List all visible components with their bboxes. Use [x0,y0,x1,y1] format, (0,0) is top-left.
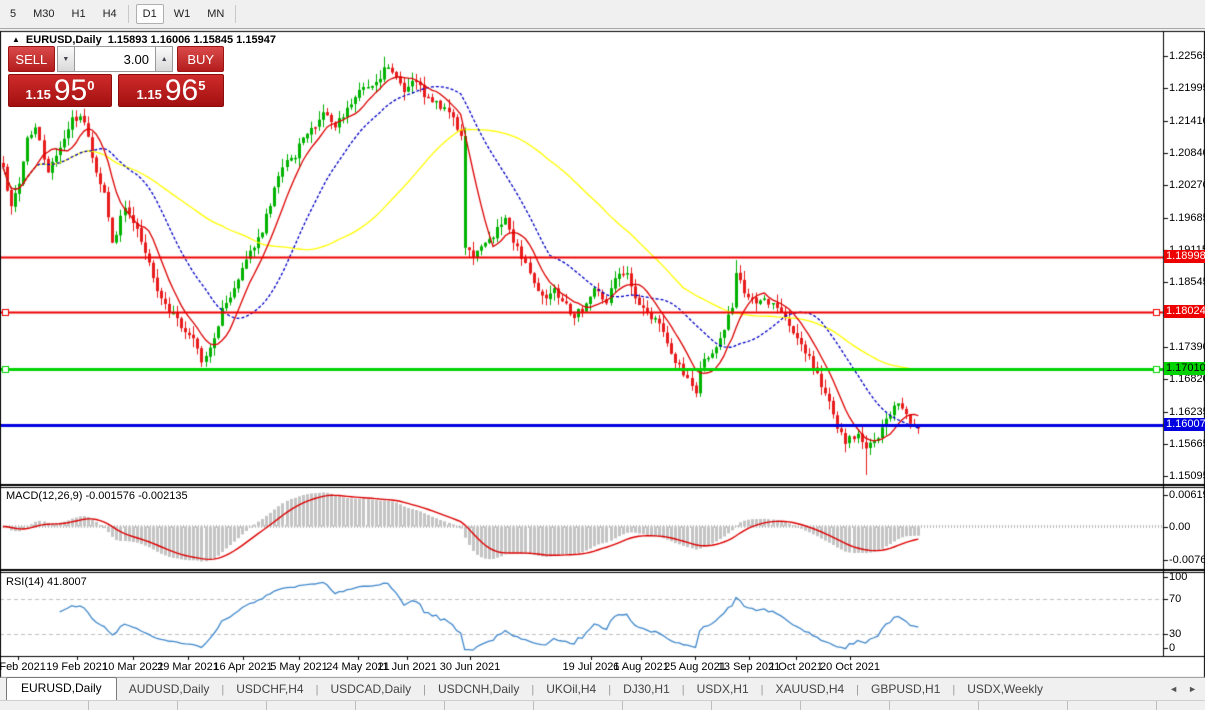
date-axis-label: 19 Feb 2021 [46,661,108,673]
rsi-indicator-label: RSI(14) 41.8007 [6,576,87,588]
chart-tab-usdchf[interactable]: USDCHF,H4 [236,682,304,696]
price-line-label-1.18998[interactable]: 1.18998 [1164,249,1205,263]
date-axis-label: 6 Aug 2021 [613,661,669,673]
price-axis-tick-label: 1.16235 [1169,406,1205,419]
chart-tab-xauusd[interactable]: XAUUSD,H4 [775,682,845,696]
price-axis-tick-label: 1.16820 [1169,373,1205,386]
sell-price-small: 1.15 [25,87,51,102]
price-axis-tick-label: 1.21410 [1169,115,1205,128]
buy-button[interactable]: BUY [177,46,225,72]
rsi-axis-label: 100 [1169,571,1188,583]
date-axis-label: 20 Oct 2021 [820,661,880,673]
lot-size-input[interactable]: 3.00 [75,46,155,72]
sell-price-display[interactable]: 1.15 95 0 [8,74,112,107]
toolbar-separator [127,5,129,23]
lot-decrease-button[interactable]: ▼ [56,46,76,72]
price-axis-tick-label: 1.20840 [1169,147,1205,160]
date-axis-label: 1 Feb 2021 [0,661,46,673]
rsi-axis-label: 70 [1169,593,1182,605]
price-axis-tick-label: 1.15095 [1169,470,1205,483]
chart-tab-usdx[interactable]: USDX,Weekly [967,682,1044,696]
price-line-label-1.17010[interactable]: 1.17010 [1164,361,1205,375]
price-axis-tick-label: 1.20270 [1169,179,1205,192]
macd-indicator-label: MACD(12,26,9) -0.001576 -0.002135 [6,490,188,502]
chart-tab-gbpusd[interactable]: GBPUSD,H1 [871,682,941,696]
tab-separator: | [760,684,764,696]
chart-tab-usdcad[interactable]: USDCAD,Daily [330,682,412,696]
tab-separator: | [221,684,225,696]
price-line-label-1.16007[interactable]: 1.16007 [1164,418,1205,431]
date-axis-label: 5 May 2021 [270,661,328,673]
sell-price-sup: 0 [87,78,95,93]
price-axis-tick-label: 1.22565 [1169,50,1205,63]
date-axis-label: 25 Aug 2021 [664,661,726,673]
tab-separator: | [856,684,860,696]
timeframe-button-h1[interactable]: H1 [71,8,86,20]
rsi-axis-label: 0 [1169,642,1176,654]
collapse-panel-icon[interactable]: ▲ [12,35,20,44]
date-axis-label: 11 Jun 2021 [377,661,437,673]
tab-separator: | [531,684,535,696]
price-axis-tick-label: 1.18545 [1169,276,1205,289]
tab-separator: | [423,684,426,696]
date-axis-label: 19 Jul 2021 [562,661,620,673]
symbol-tab-bar: EURUSD,Daily AUDUSD,Daily | USDCHF,H4 | USDCA… [0,677,1205,700]
chart-tab-dj30[interactable]: DJ30,H1 [623,682,670,696]
chart-ohlc-values: 1.15893 1.16006 1.15845 1.15947 [107,34,276,46]
timeframe-button-w1[interactable]: W1 [173,8,191,20]
tab-scroll-right-button[interactable]: ► [1188,684,1197,694]
tab-separator: | [952,684,956,696]
tab-separator: | [608,684,612,696]
bottom-status-strip [0,700,1205,710]
buy-price-small: 1.15 [136,87,162,102]
lot-increase-button[interactable]: ▲ [154,46,174,72]
buy-price-big: 96 [164,74,199,107]
date-axis-label: 16 Apr 2021 [213,661,273,673]
tab-separator: | [681,684,685,696]
date-axis-label: 24 May 2021 [326,661,390,673]
date-axis-label: 29 Mar 2021 [157,661,219,673]
chart-tab-usdcnh[interactable]: USDCNH,Daily [437,682,520,696]
tab-scroll-left-button[interactable]: ◄ [1169,684,1179,694]
rsi-axis-label: 30 [1169,628,1182,640]
chart-tab-usdx[interactable]: USDX,H1 [696,682,749,696]
chart-title-bar: ▲ EURUSD,Daily 1.15893 1.16006 1.15845 1… [12,34,276,46]
date-axis-label: 1 Oct 2021 [769,661,823,673]
macd-axis-label: 0.006193 [1169,489,1205,501]
chart-tab-eurusd[interactable]: EURUSD,Daily [6,677,117,700]
timeframe-button-5[interactable]: 5 [10,8,17,20]
price-line-label-1.18024[interactable]: 1.18024 [1164,304,1205,318]
timeframe-button-m30[interactable]: M30 [33,8,55,20]
chart-symbol-label: EURUSD,Daily [25,34,102,46]
timeframe-toolbar: 5 M30 H1 H4 D1 W1 MN [0,0,1205,29]
macd-axis-label: 0.00 [1169,521,1191,533]
price-axis-tick-label: 1.21995 [1169,82,1205,95]
timeframe-button-d1[interactable]: D1 [135,4,164,24]
chart-tab-ukoil[interactable]: UKOil,H4 [546,682,597,696]
sell-button[interactable]: SELL [8,46,55,72]
toolbar-separator [235,5,237,23]
buy-price-display[interactable]: 1.15 96 5 [118,74,224,107]
price-axis-tick-label: 1.15665 [1169,438,1205,451]
one-click-trade-panel: SELL ▼ 3.00 ▲ BUY 1.15 95 0 1.15 96 5 [8,46,225,107]
date-axis-label: 13 Sep 2021 [717,661,781,673]
tab-scroll-controls: ◄ ► [1169,684,1197,694]
chart-tab-audusd[interactable]: AUDUSD,Daily [128,682,210,696]
timeframe-button-mn[interactable]: MN [207,8,225,20]
price-axis-tick-label: 1.17390 [1169,341,1205,354]
date-axis-label: 10 Mar 2021 [102,661,164,673]
date-axis-label: 30 Jun 2021 [439,661,501,673]
price-axis-tick-label: 1.19685 [1169,212,1205,225]
macd-axis-label: -0.007621 [1169,554,1205,566]
buy-price-sup: 5 [198,78,206,93]
sell-price-big: 95 [53,74,88,107]
timeframe-button-h4[interactable]: H4 [102,8,117,20]
tab-separator: | [315,684,319,696]
